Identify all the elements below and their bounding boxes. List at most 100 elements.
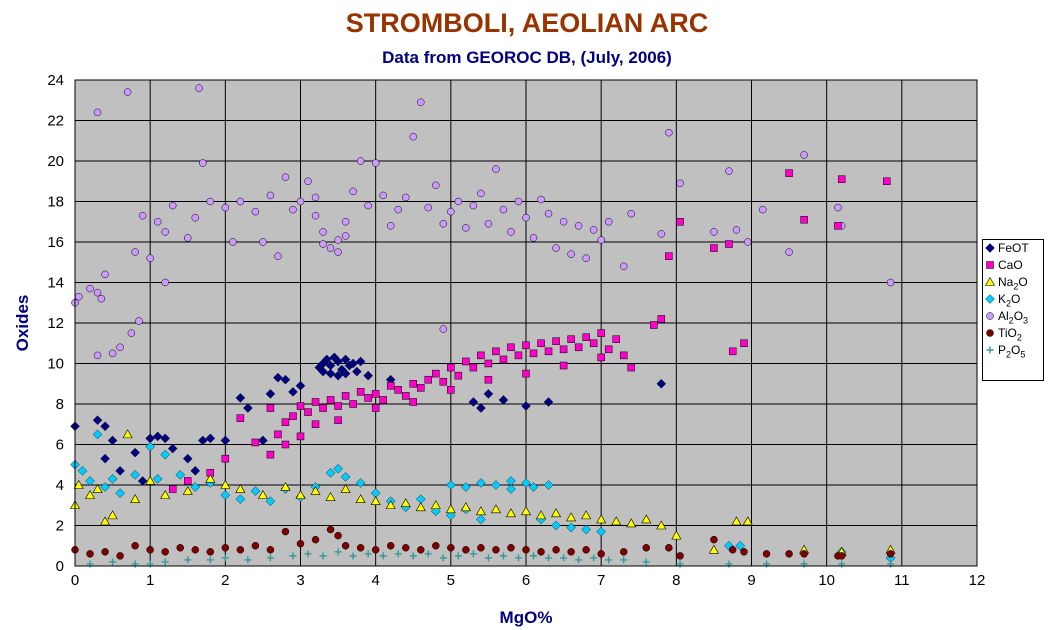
- p2o5-point: [590, 554, 598, 562]
- feot-point: [115, 466, 125, 476]
- na2o-point: [708, 544, 719, 554]
- feot-point: [340, 368, 351, 379]
- tio2-point: [740, 548, 748, 556]
- k2o-point: [220, 490, 231, 500]
- feot-point: [152, 431, 163, 442]
- p2o5-point: [244, 556, 252, 564]
- na2o-point: [340, 483, 351, 493]
- cao-point: [559, 361, 568, 370]
- cao-point: [676, 218, 684, 226]
- tio2-point: [356, 544, 365, 552]
- y-tick-label: 0: [56, 558, 64, 575]
- na2o-point: [385, 500, 396, 510]
- cao-point: [447, 386, 455, 394]
- cao-point: [514, 351, 523, 360]
- cao-point: [266, 404, 275, 412]
- cao-point: [289, 412, 297, 420]
- y-tick-label: 16: [47, 234, 64, 251]
- cao-point: [409, 398, 417, 406]
- k2o-point: [491, 480, 501, 490]
- al2o3-point: [469, 201, 478, 210]
- cao-point: [221, 454, 230, 463]
- al2o3-point: [296, 197, 305, 206]
- k2o-point: [596, 526, 606, 537]
- y-tick-label: 22: [47, 113, 64, 130]
- al2o3-point: [101, 270, 109, 279]
- cao-point: [296, 432, 305, 441]
- cao-point: [447, 363, 455, 372]
- cao-point: [544, 347, 553, 356]
- al2o3-point: [371, 159, 380, 167]
- cao-point: [424, 375, 433, 384]
- k2o-point: [581, 524, 591, 535]
- cao-point: [604, 345, 613, 354]
- al2o3-point: [289, 205, 297, 214]
- al2o3-point: [319, 228, 327, 236]
- na2o-point: [85, 490, 96, 499]
- p2o5-point: [605, 556, 613, 564]
- tio2-point: [296, 539, 305, 548]
- al2o3-point: [800, 151, 808, 159]
- al2o3-point: [311, 193, 320, 202]
- feot-point: [498, 395, 509, 405]
- feot-point: [92, 415, 103, 425]
- al2o3-point: [304, 177, 312, 185]
- na2o-point: [400, 498, 411, 508]
- cao-point: [522, 369, 530, 378]
- tio2-point: [567, 548, 575, 556]
- cao-point: [409, 380, 417, 388]
- tio2-point: [642, 544, 651, 552]
- feot-point: [355, 356, 366, 367]
- y-tick-label: 2: [56, 518, 64, 535]
- na2o-point: [520, 506, 532, 516]
- cao-point: [462, 357, 470, 366]
- al2o3-point: [743, 238, 752, 246]
- legend-marker-p2o5: [986, 346, 994, 354]
- cao-point: [371, 390, 380, 398]
- y-tick-label: 4: [56, 477, 64, 494]
- cao-point: [740, 339, 748, 347]
- feot-point: [130, 447, 140, 458]
- al2o3-point: [785, 248, 793, 256]
- feot-point: [273, 372, 283, 383]
- al2o3-point: [454, 197, 463, 206]
- feot-point: [258, 435, 268, 446]
- k2o-point: [476, 478, 486, 488]
- cao-point: [657, 315, 666, 323]
- al2o3-point: [394, 205, 402, 214]
- p2o5-point: [184, 556, 192, 564]
- na2o-point: [656, 520, 667, 530]
- legend-item-tio2: TiO2: [983, 325, 1043, 342]
- cao-point: [834, 222, 842, 230]
- p2o5-point: [514, 554, 522, 562]
- cao-point: [665, 252, 673, 260]
- al2o3-point: [492, 165, 500, 173]
- legend-marker-al2o3: [986, 312, 994, 320]
- legend-marker-shape: [986, 261, 994, 269]
- legend-marker-shape: [986, 312, 994, 320]
- feot-point: [322, 354, 332, 365]
- tio2-point: [221, 544, 230, 552]
- al2o3-point: [401, 193, 410, 202]
- k2o-point: [333, 464, 343, 474]
- al2o3-point: [146, 254, 154, 262]
- cao-point: [334, 402, 342, 410]
- cao-point: [507, 343, 515, 352]
- al2o3-point: [161, 278, 169, 287]
- al2o3-point: [199, 159, 207, 167]
- al2o3-point: [184, 234, 192, 242]
- al2o3-point: [108, 349, 117, 358]
- na2o-point: [596, 514, 607, 524]
- cao-point: [800, 215, 808, 224]
- al2o3-point: [589, 226, 598, 234]
- cao-point: [319, 404, 327, 412]
- al2o3-point: [75, 292, 83, 301]
- k2o-point: [340, 472, 351, 482]
- feot-point: [468, 397, 479, 407]
- al2o3-point: [604, 218, 613, 226]
- k2o-point: [355, 478, 366, 488]
- tio2-point: [665, 544, 673, 552]
- tio2-point: [401, 544, 410, 552]
- p2o5-point: [319, 552, 327, 560]
- legend-label: K2O: [998, 292, 1021, 309]
